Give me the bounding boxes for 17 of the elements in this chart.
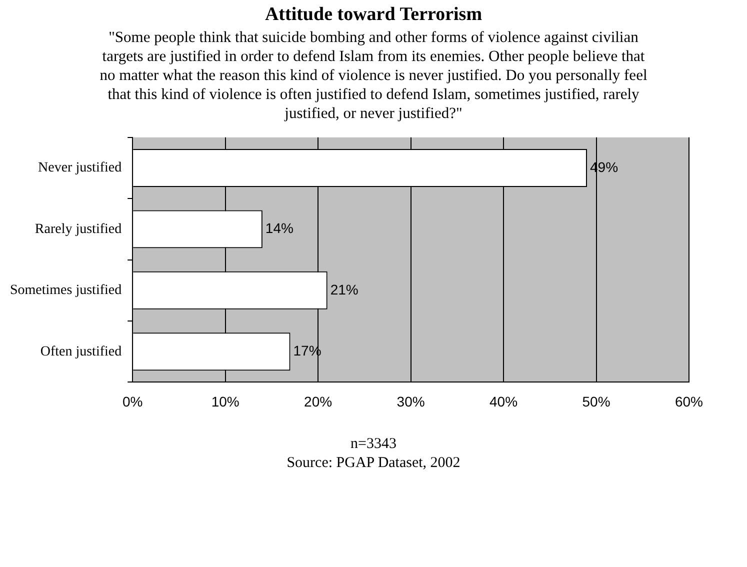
source-note: Source: PGAP Dataset, 2002 xyxy=(286,454,462,473)
y-tick-label: Rarely justified xyxy=(34,222,122,237)
x-tick-label: 30% xyxy=(396,393,425,410)
x-tick-label: 60% xyxy=(674,393,704,410)
y-tick-label: Never justified xyxy=(38,160,122,176)
chart-title: Attitude toward Terrorism xyxy=(264,4,484,26)
data-label: 21% xyxy=(330,281,358,298)
y-tick-label: Often justified xyxy=(40,344,122,360)
data-label: 14% xyxy=(265,220,294,236)
chart-subtitle: "Some people think that suicide bombing and other forms of violence against civilian targets are justified in order to defend Islam from its enemies. Other people believe that no matter what the reason this kind of violence is never justified. Do you personally feel that this kind of violence is often justified to defend Islam, sometimes justified, rarely justified, or never justified?" xyxy=(98,28,648,123)
x-tick-label: 10% xyxy=(211,393,240,410)
x-tick-label: 20% xyxy=(304,393,332,410)
y-tick-label: Sometimes justified xyxy=(10,283,122,298)
text: n=3343 xyxy=(350,435,398,454)
x-tick-label: 0% xyxy=(122,393,143,410)
x-tick-label: 50% xyxy=(582,393,610,410)
x-tick-label: 40% xyxy=(490,393,518,410)
